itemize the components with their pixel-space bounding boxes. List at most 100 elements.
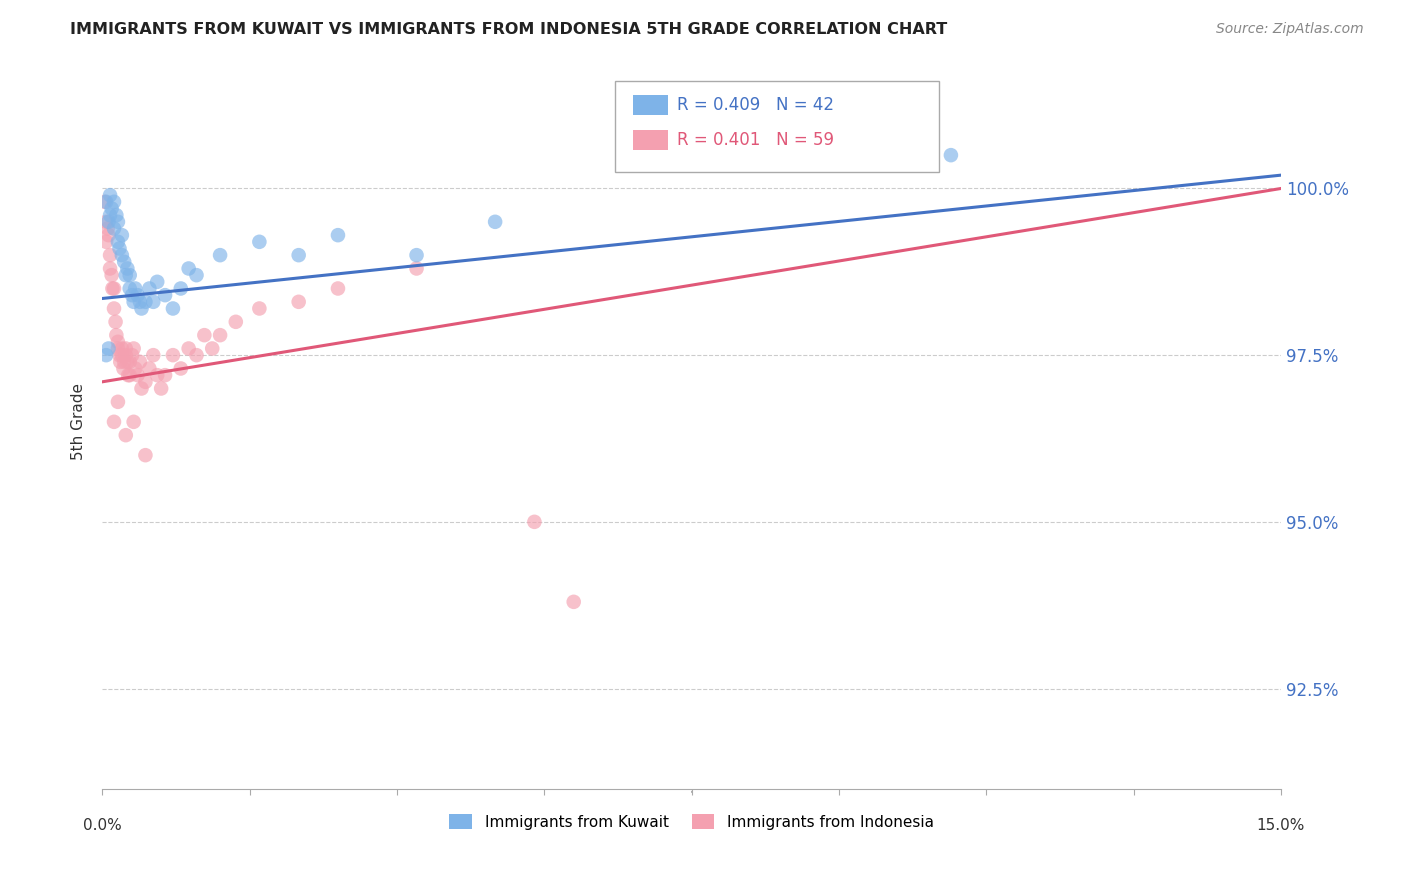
Point: [107, 394, 129, 409]
Point: [186, 268, 208, 282]
Point: [129, 294, 152, 309]
Text: 0.0%: 0.0%: [83, 818, 121, 833]
Point: [103, 194, 125, 209]
Point: [111, 248, 134, 262]
Text: 15.0%: 15.0%: [1257, 818, 1305, 833]
Point: [138, 361, 160, 376]
Point: [162, 301, 184, 316]
Point: [484, 215, 506, 229]
Point: [122, 294, 145, 309]
Point: [134, 375, 156, 389]
Point: [103, 221, 125, 235]
Y-axis label: 5th Grade: 5th Grade: [72, 384, 86, 460]
Point: [117, 368, 139, 383]
Point: [112, 255, 135, 269]
Point: [170, 361, 193, 376]
Point: [103, 415, 125, 429]
Point: [124, 281, 146, 295]
Point: [142, 294, 165, 309]
Point: [405, 261, 427, 276]
Point: [114, 348, 136, 362]
Point: [114, 342, 136, 356]
Point: [107, 334, 129, 349]
Point: [105, 328, 128, 343]
Point: [117, 355, 139, 369]
Point: [117, 261, 139, 276]
Point: [134, 294, 156, 309]
Point: [162, 348, 184, 362]
Point: [225, 315, 247, 329]
Point: [405, 248, 427, 262]
Point: [193, 328, 215, 343]
Point: [562, 595, 585, 609]
Point: [112, 361, 135, 376]
Point: [98, 248, 121, 262]
Point: [94, 194, 117, 209]
Point: [150, 382, 173, 396]
Point: [114, 268, 136, 282]
Point: [105, 208, 128, 222]
Point: [247, 301, 270, 316]
Point: [112, 355, 135, 369]
Point: [98, 188, 121, 202]
Point: [121, 288, 143, 302]
Point: [326, 228, 349, 243]
Point: [939, 148, 962, 162]
Point: [186, 348, 208, 362]
FancyBboxPatch shape: [633, 95, 668, 115]
Point: [153, 368, 176, 383]
Point: [114, 428, 136, 442]
Point: [201, 342, 224, 356]
Point: [94, 235, 117, 249]
Point: [97, 342, 120, 356]
Point: [124, 361, 146, 376]
Point: [100, 202, 122, 216]
Point: [94, 348, 117, 362]
Point: [101, 281, 124, 295]
Point: [153, 288, 176, 302]
Point: [142, 348, 165, 362]
Point: [134, 448, 156, 462]
Point: [177, 261, 200, 276]
Text: Source: ZipAtlas.com: Source: ZipAtlas.com: [1216, 22, 1364, 37]
Point: [98, 261, 121, 276]
Point: [107, 215, 129, 229]
Text: R = 0.409   N = 42: R = 0.409 N = 42: [678, 96, 834, 114]
Point: [146, 275, 169, 289]
Point: [122, 342, 145, 356]
Point: [111, 342, 134, 356]
Point: [107, 342, 129, 356]
Point: [97, 221, 120, 235]
Point: [170, 281, 193, 295]
Point: [98, 208, 121, 222]
Legend: Immigrants from Kuwait, Immigrants from Indonesia: Immigrants from Kuwait, Immigrants from …: [443, 807, 939, 836]
Point: [138, 281, 160, 295]
Point: [127, 288, 149, 302]
Text: R = 0.401   N = 59: R = 0.401 N = 59: [678, 131, 834, 149]
Point: [247, 235, 270, 249]
Point: [107, 235, 129, 249]
Point: [287, 294, 309, 309]
Point: [118, 268, 141, 282]
Point: [122, 415, 145, 429]
Point: [121, 348, 143, 362]
Point: [326, 281, 349, 295]
Point: [177, 342, 200, 356]
Point: [209, 248, 232, 262]
Point: [131, 301, 153, 316]
Point: [118, 281, 141, 295]
Text: IMMIGRANTS FROM KUWAIT VS IMMIGRANTS FROM INDONESIA 5TH GRADE CORRELATION CHART: IMMIGRANTS FROM KUWAIT VS IMMIGRANTS FRO…: [70, 22, 948, 37]
Point: [209, 328, 232, 343]
Point: [108, 348, 131, 362]
Point: [103, 281, 125, 295]
Point: [917, 148, 939, 162]
Point: [523, 515, 546, 529]
Point: [127, 368, 149, 383]
FancyBboxPatch shape: [633, 130, 668, 151]
Point: [100, 268, 122, 282]
Point: [146, 368, 169, 383]
Point: [118, 368, 141, 383]
Point: [110, 355, 132, 369]
Point: [118, 355, 141, 369]
Point: [94, 215, 117, 229]
